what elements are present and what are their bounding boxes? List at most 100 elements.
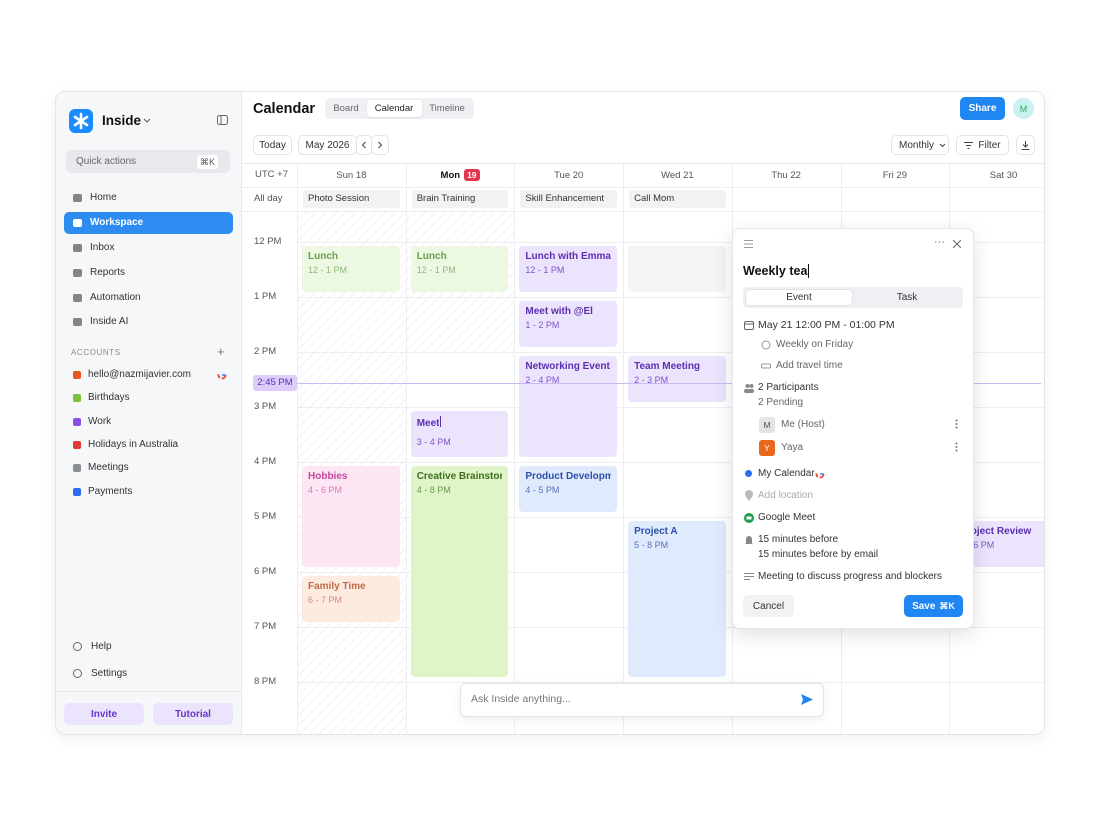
event-title: Product Developm... <box>525 471 611 482</box>
event[interactable]: Meet with @El 1 - 2 PM <box>519 301 618 347</box>
account[interactable]: hello@nazmijavier.com <box>88 369 191 380</box>
event[interactable]: Project A 5 - 8 PM <box>628 521 726 677</box>
guest-menus[interactable] <box>955 419 958 454</box>
reminder[interactable]: 15 minutes before <box>758 534 839 545</box>
event-time: 12 - 1 PM <box>416 265 456 275</box>
avatar[interactable]: M <box>1013 98 1034 119</box>
active-nav <box>64 212 233 234</box>
filter-button[interactable]: Filter <box>956 135 1009 155</box>
view-label: Monthly <box>899 139 935 151</box>
event[interactable]: Lunch with Emma 12 - 1 PM <box>519 246 618 292</box>
allday-event[interactable]: Photo Session <box>303 190 400 208</box>
event[interactable]: Hobbies 4 - 6 PM <box>302 466 400 567</box>
account[interactable]: Payments <box>88 486 133 497</box>
pin-icon <box>745 490 753 501</box>
share-button[interactable]: Share <box>960 97 1005 120</box>
allday-label: All day <box>254 193 283 204</box>
view-tab[interactable]: Board <box>333 103 359 114</box>
event-time: 5 - 8 PM <box>634 540 669 550</box>
footer-item[interactable]: Help <box>91 641 112 652</box>
account[interactable]: Holidays in Australia <box>88 439 179 450</box>
task-tab[interactable]: Task <box>896 292 918 303</box>
next-button[interactable] <box>371 135 389 155</box>
day-label: Sun 18 <box>336 169 367 181</box>
allday-event[interactable]: Brain Training <box>411 190 509 208</box>
cancel-button[interactable]: Cancel <box>743 595 794 617</box>
view-tab[interactable]: Timeline <box>429 103 465 114</box>
calendar-name[interactable]: My Calendar <box>758 468 815 479</box>
add-account[interactable]: + <box>217 344 225 359</box>
account-color <box>73 371 81 379</box>
sidebar-button[interactable]: Tutorial <box>153 703 233 725</box>
event[interactable]: Lunch 12 - 1 PM <box>302 246 400 292</box>
car-icon <box>761 363 771 369</box>
account-color <box>73 464 81 472</box>
meet[interactable]: Google Meet <box>758 512 816 523</box>
day-header: Sat 30 <box>949 168 1044 182</box>
nav-icon <box>73 318 82 326</box>
nav-item[interactable]: Automation <box>90 292 141 303</box>
event-title: Meet with @El <box>525 306 593 317</box>
account-color <box>73 488 81 496</box>
hour-line <box>297 682 1044 683</box>
nav-icon <box>73 194 82 202</box>
event[interactable]: Creative Brainstor... 4 - 8 PM <box>410 466 509 677</box>
bell-icon <box>745 536 753 544</box>
day-header: Thu 22 <box>732 168 841 182</box>
event[interactable]: Networking Event 2 - 4 PM <box>519 356 618 457</box>
nav-item[interactable]: Reports <box>90 267 126 278</box>
travel[interactable]: Add travel time <box>776 360 843 371</box>
event-time: 5 - 6 PM <box>960 540 995 550</box>
chevron <box>143 118 151 123</box>
active-tab <box>367 100 422 117</box>
account[interactable]: Meetings <box>88 462 129 473</box>
view-tab[interactable]: Calendar <box>374 103 414 114</box>
event[interactable]: Family Time 6 - 7 PM <box>302 576 400 622</box>
view-select[interactable]: Monthly <box>891 135 949 155</box>
nav-item[interactable]: Home <box>90 192 117 203</box>
account[interactable]: Work <box>88 416 112 427</box>
today-button[interactable]: Today <box>253 135 292 155</box>
save-button[interactable]: Save ⌘K <box>904 595 963 617</box>
allday-event[interactable]: Call Mom <box>629 190 726 208</box>
send-icon[interactable] <box>801 694 813 705</box>
brand[interactable]: Inside <box>102 113 142 128</box>
page-title: Calendar <box>253 101 316 117</box>
event-title: Lunch <box>308 251 338 262</box>
allday-event[interactable]: Skill Enhancement <box>520 190 618 208</box>
nav-item[interactable]: Inbox <box>90 242 115 253</box>
column-line <box>514 164 516 734</box>
reminder[interactable]: 15 minutes before by email <box>758 549 879 560</box>
repeat[interactable]: Weekly on Friday <box>776 339 854 350</box>
event[interactable]: Meet 3 - 4 PM <box>410 411 509 457</box>
footer-item[interactable]: Settings <box>91 668 128 679</box>
event[interactable]: Team Meeting 2 - 3 PM <box>628 356 726 402</box>
description[interactable]: Meeting to discuss progress and blockers <box>758 571 942 582</box>
ask-bar[interactable]: Ask Inside anything... <box>460 683 824 717</box>
nav-icon <box>73 219 82 227</box>
google-icon <box>217 370 227 380</box>
event-title[interactable]: Weekly tea <box>743 264 808 278</box>
collapse-icon[interactable] <box>217 115 228 125</box>
empty-slot <box>628 246 726 292</box>
sidebar-button[interactable]: Invite <box>64 703 144 725</box>
more-icon[interactable]: ··· <box>934 236 945 248</box>
hour-label: 1 PM <box>254 291 277 302</box>
event[interactable]: Product Developm... 4 - 5 PM <box>519 466 618 512</box>
event[interactable]: Lunch 12 - 1 PM <box>410 246 509 292</box>
quick-actions[interactable] <box>66 150 230 173</box>
nav-item[interactable]: Inside AI <box>90 316 129 327</box>
download-button[interactable] <box>1016 135 1035 155</box>
event-tab[interactable]: Event <box>745 289 853 306</box>
event-date[interactable]: May 21 12:00 PM - 01:00 PM <box>758 319 895 331</box>
shortcut: ⌘K <box>197 155 219 169</box>
nav-icon <box>73 294 82 302</box>
close-icon[interactable] <box>953 240 961 248</box>
location[interactable]: Add location <box>758 490 814 501</box>
event-title: Meet <box>416 418 440 429</box>
hour-label: 5 PM <box>254 511 277 522</box>
account[interactable]: Birthdays <box>88 392 130 403</box>
month-button[interactable]: May 2026 <box>298 135 357 155</box>
hour-label: 3 PM <box>254 401 277 412</box>
nav-item[interactable]: Workspace <box>90 217 144 228</box>
